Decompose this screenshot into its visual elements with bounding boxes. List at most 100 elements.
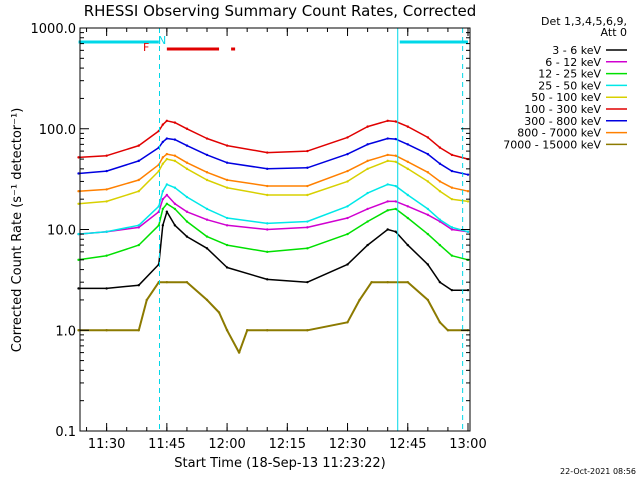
legend-label: 3 - 6 keV [552,44,601,57]
x-axis-label: Start Time (18-Sep-13 11:23:22) [174,456,385,471]
series-point [370,280,373,284]
series-point [306,220,309,223]
series-point [237,351,241,354]
series-point [225,243,229,247]
series-point [426,213,430,216]
legend-label: 100 - 300 keV [524,103,601,116]
series-point [394,154,397,157]
x-tick-label: 12:15 [269,437,306,452]
series-point [450,228,454,231]
series-point [137,226,140,229]
series-point [346,205,349,208]
series-point [77,189,80,193]
y-axis: 0.1 1.0 10.0 100.0 1000.0 [31,22,470,440]
series-point [165,280,169,284]
series-point [438,243,442,247]
series-point [346,263,349,266]
series-point [185,235,189,238]
series-point [165,210,169,213]
series-point [105,230,108,233]
y-tick-label: 1.0 [55,324,76,339]
series-point [438,321,442,324]
legend-label: 300 - 800 keV [524,115,601,128]
series-point [394,207,397,211]
series-point [185,220,189,223]
series-point [266,184,269,188]
series-point [426,180,430,183]
series-point [346,152,349,156]
series-point [173,207,177,211]
series-point [217,311,221,314]
series-point [386,183,389,186]
flag-layer: NF [78,34,468,54]
series-point [386,228,389,231]
series-point [205,171,209,174]
series-point [77,258,80,262]
y-tick-label: 1000.0 [31,22,77,37]
legend-label: 50 - 100 keV [531,91,601,104]
series-point [165,202,169,205]
series-point [406,143,409,146]
series-point [346,136,349,139]
legend-label: 12 - 25 keV [538,68,601,81]
series-point [173,154,177,157]
series-point [137,224,140,227]
series-point [105,154,108,157]
series-point [225,144,229,147]
series-line [78,203,469,261]
series-point [105,188,108,191]
series-point [306,149,309,153]
series-line [78,194,469,235]
series-point [185,127,189,130]
series-point [450,254,454,257]
series-point [406,280,409,284]
series-point [266,250,269,254]
series-point [205,247,209,250]
series-point [161,189,165,193]
x-tick-label: 13:00 [449,437,486,452]
series-point [225,161,229,164]
series-point [358,298,361,302]
series-point [105,254,108,257]
series-point [386,280,389,284]
series-point [137,283,140,287]
series-point [366,159,369,163]
series-point [105,169,108,173]
series-point [446,329,450,332]
series-point [346,216,349,220]
series-point [346,232,349,236]
series-point [266,151,269,154]
series-point [205,137,209,140]
series-point [157,169,161,173]
footer-timestamp: 22-Oct-2021 08:56 [560,467,636,476]
y-axis-label: Corrected Count Rate (s⁻¹ detector⁻¹) [10,108,25,353]
series-point [450,197,454,201]
series-point [77,287,80,290]
series-point [346,169,349,173]
series-point [161,224,165,227]
series-point [173,202,177,205]
series-point [466,189,470,193]
series-point [406,160,409,163]
x-axis: 11:30 11:45 12:00 12:15 12:30 12:45 13:00 [86,28,487,452]
series-point [173,186,177,189]
series-point [426,298,430,302]
series-point [205,218,209,221]
series-point [266,167,269,171]
series-point [306,166,309,169]
series-point [394,120,397,123]
series-point [466,230,470,233]
series-point [450,226,454,229]
series-point [137,243,140,247]
series-point [77,202,80,205]
legend-header-line-1: Det 1,3,4,5,6,9, [541,15,627,28]
series-point [386,119,389,122]
series-point [306,184,309,188]
series-point [306,329,309,332]
series-point [438,146,442,149]
series-point [366,167,369,171]
series-line [78,120,469,160]
x-tick-label: 12:30 [329,437,366,452]
series-point [137,178,140,182]
series-point [205,298,209,302]
